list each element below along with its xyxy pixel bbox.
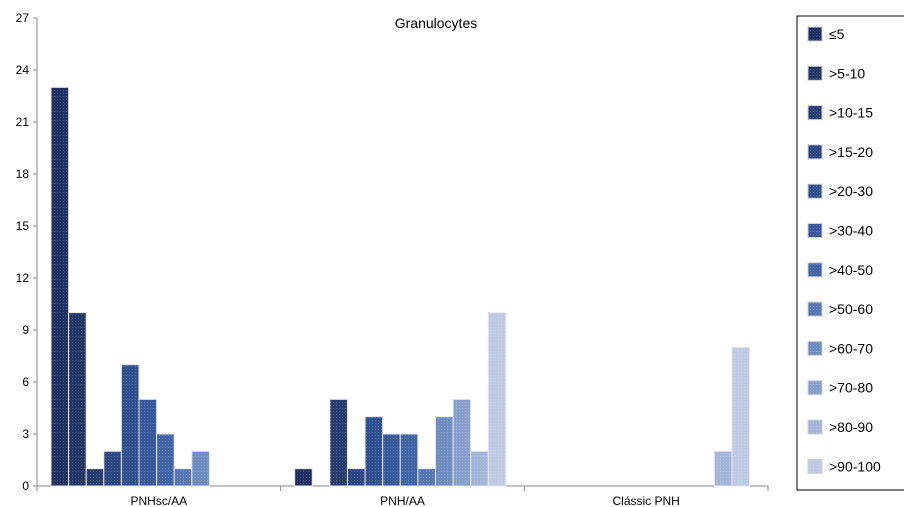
bar-texture [417,468,436,486]
legend-label: >40-50 [829,262,873,278]
bar-texture [400,434,418,486]
legend-swatch-texture [808,144,822,159]
legend-swatch-texture [808,105,822,120]
chart-title: Granulocytes [395,15,477,31]
y-tick-label: 12 [16,271,30,285]
bar-texture [488,312,506,486]
legend-label: >60-70 [829,340,873,356]
legend-box [796,15,904,491]
category-label: Clássic PNH [612,494,679,507]
legend-swatch-texture [808,184,822,199]
bar-texture [121,364,139,486]
y-tick-label: 9 [22,323,29,337]
bar-texture [714,451,732,486]
legend-swatch-texture [808,380,822,395]
y-tick-label: 15 [16,219,30,233]
y-tick-label: 18 [16,167,30,181]
legend-label: >20-30 [829,183,873,199]
legend-label: >5-10 [829,65,865,81]
y-tick-label: 0 [22,479,29,493]
legend-swatch-texture [808,302,822,317]
category-label: PNH/AA [380,494,425,507]
bar-texture [51,87,69,486]
bar-texture [86,468,104,486]
legend-label: >50-60 [829,301,873,317]
category-label: PNHsc/AA [130,494,187,507]
bar-texture [139,399,157,486]
bar-texture [435,416,454,486]
bar-texture [453,399,471,486]
legend-swatch-texture [808,223,822,238]
legend-label: >90-100 [829,458,881,474]
x-axis: PNHsc/AA PNH/AA Clássic PNH [36,485,769,507]
y-tick-label: 21 [16,115,30,129]
legend-label: >10-15 [829,105,873,121]
y-axis: 0 3 6 9 12 15 18 21 24 27 [16,11,38,493]
bar-texture [191,451,210,486]
bar-texture [294,468,313,486]
y-tick-label: 6 [22,375,29,389]
bar-texture [470,451,489,486]
y-tick-label: 3 [22,427,29,441]
legend-label: >80-90 [829,419,873,435]
bar-texture [382,434,401,486]
y-tick-label: 27 [16,11,30,25]
bar-texture [68,312,87,486]
y-tick-label: 24 [16,63,30,77]
legend-label: >30-40 [829,223,873,239]
legend-label: >15-20 [829,144,873,160]
legend-swatch-texture [808,459,822,474]
legend: ≤5 >5-10 >10-15 >15-20 >20-30 >30-40 >40-50 >50… [796,15,904,491]
legend-swatch-texture [808,262,822,277]
bar-texture [365,416,383,486]
bar-texture [731,347,750,486]
bars [50,86,751,487]
legend-swatch-texture [808,341,822,356]
legend-label: >70-80 [829,380,873,396]
legend-swatch-texture [808,27,822,41]
bar-texture [329,399,348,486]
legend-swatch-texture [808,66,822,81]
bar-texture [103,451,122,486]
bar-texture [156,434,175,486]
legend-swatch-texture [808,420,822,434]
bar-texture [347,468,366,486]
bar-texture [174,468,192,486]
legend-label: ≤5 [829,26,845,42]
